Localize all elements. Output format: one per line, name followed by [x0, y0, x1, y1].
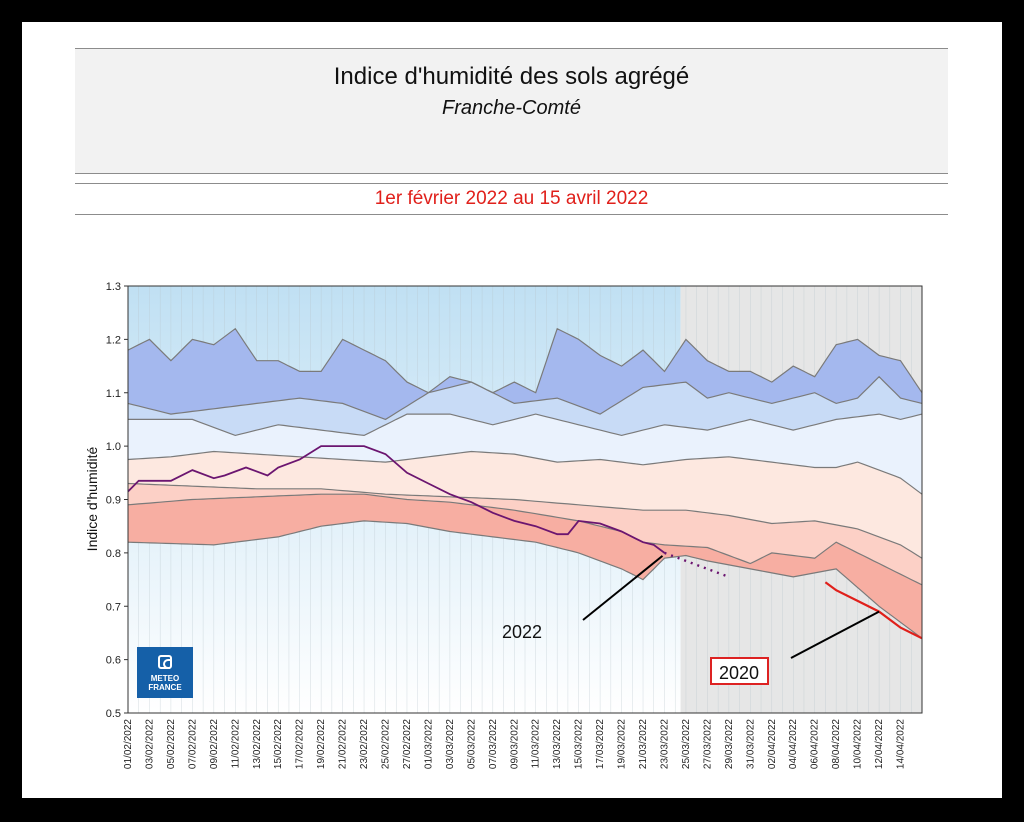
- x-tick-label: 01/02/2022: [123, 719, 134, 769]
- series-line-2020: [824, 581, 923, 640]
- envelope-line-q80: [128, 413, 923, 437]
- annotation-label-2022: 2022: [502, 622, 542, 642]
- meteo-france-logo: METEO FRANCE: [137, 647, 193, 698]
- y-tick-label: 1.3: [106, 281, 121, 293]
- x-tick-label: 01/03/2022: [423, 719, 434, 769]
- x-tick-label: 03/03/2022: [445, 719, 456, 769]
- x-tick-label: 17/03/2022: [595, 719, 606, 769]
- annotation-arrow-2022: [582, 555, 664, 621]
- series-line-2022-forecast: [664, 551, 730, 579]
- y-tick-label: 0.8: [106, 548, 121, 560]
- logo-text-line2: FRANCE: [148, 683, 182, 692]
- x-tick-label: 07/03/2022: [488, 719, 499, 769]
- annotation-box-2020: [710, 657, 769, 685]
- x-tick-label: 11/02/2022: [230, 719, 241, 769]
- x-tick-label: 27/02/2022: [402, 719, 413, 769]
- x-tick-label: 03/02/2022: [144, 719, 155, 769]
- x-tick-label: 05/02/2022: [166, 719, 177, 769]
- logo-text-line1: METEO: [150, 674, 180, 683]
- band-q20-q10: [128, 483, 922, 585]
- x-tick-label: 21/02/2022: [338, 719, 349, 769]
- x-tick-label: 14/04/2022: [896, 719, 907, 769]
- x-tick-label: 04/04/2022: [788, 719, 799, 769]
- title-box: Indice d'humidité des sols agrégé Franch…: [75, 48, 948, 174]
- envelope-line-q90: [127, 375, 923, 421]
- x-tick-label: 15/03/2022: [574, 719, 585, 769]
- envelope-line-min: [127, 520, 923, 639]
- envelope-line-q10: [127, 493, 923, 586]
- series-line-2022: [127, 445, 666, 554]
- x-tick-label: 19/03/2022: [617, 719, 628, 769]
- chart-subtitle: Franche-Comté: [442, 97, 581, 119]
- x-tick-label: 23/02/2022: [359, 719, 370, 769]
- x-tick-label: 27/03/2022: [702, 719, 713, 769]
- y-tick-label: 1.1: [106, 388, 121, 400]
- envelope-line-median: [127, 450, 923, 495]
- x-tick-label: 05/03/2022: [466, 719, 477, 769]
- date-range-band: 1er février 2022 au 15 avril 2022: [75, 183, 948, 215]
- y-tick-label: 1.2: [106, 334, 121, 346]
- date-range: 1er février 2022 au 15 avril 2022: [374, 188, 649, 209]
- y-tick-label: 0.7: [106, 601, 121, 613]
- y-tick-label: 0.6: [106, 655, 121, 667]
- x-tick-label: 10/04/2022: [853, 719, 864, 769]
- envelope-line-q20: [127, 482, 923, 559]
- x-tick-label: 02/04/2022: [767, 719, 778, 769]
- y-tick-label: 0.9: [106, 495, 121, 507]
- x-tick-label: 29/03/2022: [724, 719, 735, 769]
- y-tick-label: 1.0: [106, 441, 121, 453]
- x-tick-label: 09/03/2022: [509, 719, 520, 769]
- x-tick-label: 19/02/2022: [316, 719, 327, 769]
- band-max-q90: [128, 328, 922, 420]
- x-tick-label: 11/03/2022: [531, 719, 542, 769]
- annotation-label-2020: 2020: [719, 663, 759, 683]
- x-tick-label: 13/03/2022: [552, 719, 563, 769]
- x-tick-label: 25/02/2022: [381, 719, 392, 769]
- y-axis-label: Indice d'humidité: [84, 446, 100, 551]
- x-tick-label: 06/04/2022: [810, 719, 821, 769]
- x-tick-label: 15/02/2022: [273, 719, 284, 769]
- annotation-arrow-2020: [790, 610, 880, 659]
- chart-title: Indice d'humidité des sols agrégé: [333, 63, 690, 90]
- band-q90-q80: [128, 376, 922, 436]
- x-tick-label: 21/03/2022: [638, 719, 649, 769]
- x-tick-label: 23/03/2022: [659, 719, 670, 769]
- x-tick-label: 25/03/2022: [681, 719, 692, 769]
- x-tick-label: 08/04/2022: [831, 719, 842, 769]
- x-tick-label: 09/02/2022: [209, 719, 220, 769]
- x-tick-label: 07/02/2022: [187, 719, 198, 769]
- band-median-q20: [128, 451, 922, 559]
- x-tick-label: 31/03/2022: [745, 719, 756, 769]
- y-tick-label: 0.5: [106, 708, 121, 720]
- x-tick-label: 13/02/2022: [252, 719, 263, 769]
- x-tick-label: 12/04/2022: [874, 719, 885, 769]
- band-q80-median: [128, 414, 922, 495]
- x-tick-label: 17/02/2022: [295, 719, 306, 769]
- envelope-line-max: [127, 327, 923, 394]
- meteo-france-logo-icon: [158, 655, 172, 669]
